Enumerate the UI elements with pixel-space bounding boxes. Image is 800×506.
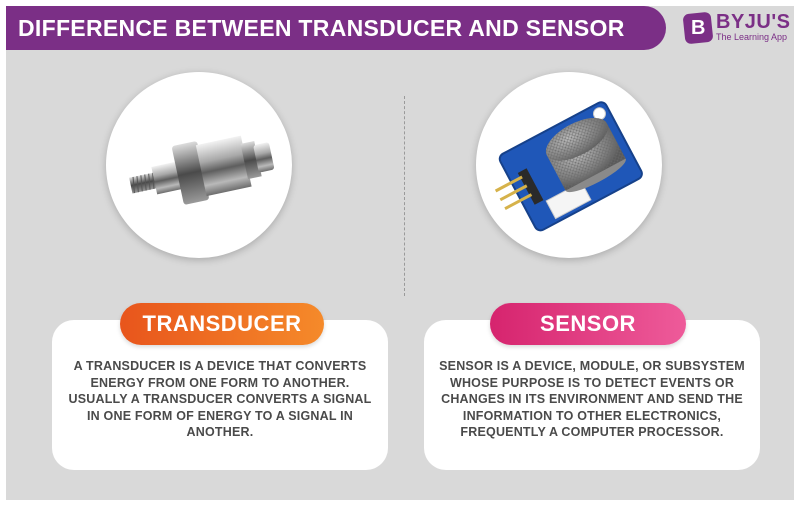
infographic: DIFFERENCE BETWEEN TRANSDUCER AND SENSOR… bbox=[6, 6, 794, 500]
transducer-label: TRANSDUCER bbox=[120, 303, 324, 345]
title-banner: DIFFERENCE BETWEEN TRANSDUCER AND SENSOR bbox=[6, 6, 666, 50]
transducer-card: A TRANSDUCER IS A DEVICE THAT CONVERTS E… bbox=[52, 320, 388, 470]
transducer-photo bbox=[106, 72, 292, 258]
sensor-card: SENSOR IS A DEVICE, MODULE, OR SUBSYSTEM… bbox=[424, 320, 760, 470]
logo-mark-icon: B bbox=[682, 11, 714, 44]
column-divider bbox=[404, 96, 405, 296]
sensor-photo bbox=[476, 72, 662, 258]
brand-logo[interactable]: B BYJU'S The Learning App bbox=[682, 11, 790, 44]
sensor-description: SENSOR IS A DEVICE, MODULE, OR SUBSYSTEM… bbox=[439, 359, 745, 439]
logo-name: BYJU'S bbox=[716, 11, 791, 33]
sensor-label: SENSOR bbox=[490, 303, 686, 345]
page-title: DIFFERENCE BETWEEN TRANSDUCER AND SENSOR bbox=[18, 14, 625, 41]
logo-tagline: The Learning App bbox=[716, 32, 788, 42]
gas-sensor-module-icon bbox=[494, 101, 643, 232]
logo-text: BYJU'S The Learning App bbox=[716, 12, 790, 43]
logo-mark-letter: B bbox=[690, 16, 706, 39]
pressure-transducer-icon bbox=[129, 135, 275, 205]
transducer-description: A TRANSDUCER IS A DEVICE THAT CONVERTS E… bbox=[68, 359, 372, 439]
